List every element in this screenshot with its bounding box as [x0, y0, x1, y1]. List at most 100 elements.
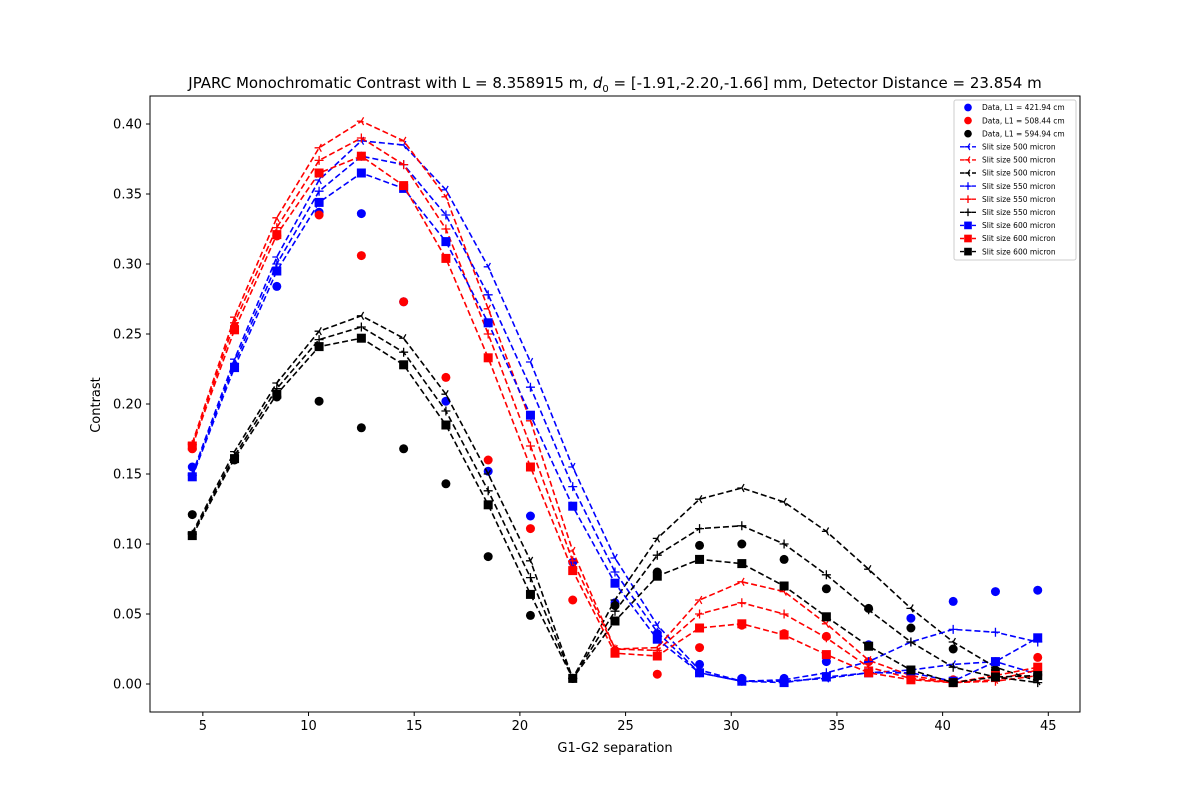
x-tick-label: 15 — [406, 719, 423, 734]
x-tick-label: 30 — [723, 719, 740, 734]
data-point — [483, 262, 491, 272]
x-tick-label: 45 — [1040, 719, 1057, 734]
data-point — [610, 567, 620, 577]
data-point — [779, 497, 787, 507]
data-point — [821, 570, 831, 580]
data-point — [568, 482, 578, 492]
legend-label: Slit size 550 micron — [982, 195, 1056, 204]
chart-title-suffix: = [-1.91,-2.20,-1.66] mm, Detector Dista… — [609, 74, 1042, 92]
data-point — [737, 559, 747, 569]
data-point — [906, 604, 914, 613]
data-point — [230, 325, 240, 335]
x-tick-label: 35 — [829, 719, 846, 734]
data-point — [399, 360, 409, 370]
legend-label: Slit size 500 micron — [982, 143, 1056, 152]
data-point — [441, 479, 451, 489]
data-point — [610, 606, 620, 616]
data-point — [356, 251, 366, 261]
data-point — [779, 609, 789, 619]
data-point — [652, 669, 662, 679]
data-point — [737, 539, 747, 549]
data-point — [610, 595, 618, 605]
data-point — [399, 136, 407, 146]
data-point — [441, 389, 449, 399]
data-point — [230, 363, 240, 373]
data-point — [272, 389, 282, 399]
y-axis-label: Contrast — [89, 377, 104, 433]
data-point — [906, 623, 916, 633]
data-point — [610, 578, 620, 588]
data-point — [356, 333, 366, 343]
legend-marker — [964, 234, 972, 243]
x-tick-label: 5 — [199, 719, 207, 734]
legend-marker — [964, 182, 972, 190]
data-point — [272, 252, 280, 262]
legend-marker — [964, 129, 972, 138]
data-point — [779, 678, 789, 688]
data-point — [441, 420, 451, 430]
data-point — [441, 253, 451, 263]
data-point — [356, 133, 366, 143]
y-tick-label: 0.05 — [113, 608, 142, 623]
data-point — [483, 290, 493, 300]
legend-marker — [964, 169, 971, 177]
legend-marker — [964, 221, 972, 230]
data-point — [356, 423, 366, 433]
data-point — [272, 266, 282, 276]
data-point — [399, 444, 409, 454]
data-point — [187, 510, 197, 520]
data-point — [272, 213, 280, 223]
data-point — [187, 531, 197, 541]
data-point — [864, 668, 874, 678]
data-point — [652, 550, 662, 560]
legend-marker — [964, 247, 972, 256]
data-point — [652, 534, 661, 543]
legend-frame — [953, 99, 1077, 261]
legend-label: Data, L1 = 508.44 cm — [982, 116, 1065, 125]
data-point — [568, 556, 578, 566]
data-point — [272, 281, 282, 291]
data-point — [483, 500, 493, 510]
legend-marker — [964, 116, 972, 125]
data-point — [737, 521, 747, 531]
data-point — [821, 633, 831, 643]
data-point — [568, 595, 578, 605]
data-point — [314, 326, 322, 336]
data-point — [990, 672, 1000, 682]
series-group — [187, 311, 1041, 686]
y-tick-label: 0.35 — [113, 188, 142, 203]
data-point — [314, 186, 324, 196]
data-point — [187, 441, 197, 451]
data-point — [1033, 662, 1043, 672]
data-point — [441, 210, 451, 220]
data-point — [990, 587, 1000, 597]
data-point — [568, 501, 578, 511]
data-point — [314, 210, 324, 220]
y-tick-label: 0.30 — [113, 258, 142, 273]
chart-title-subscript: 0 — [602, 84, 608, 95]
data-point — [990, 657, 1000, 667]
data-point — [568, 462, 576, 472]
data-point — [483, 329, 493, 339]
data-point — [779, 630, 789, 640]
legend-label: Data, L1 = 594.94 cm — [982, 129, 1065, 138]
data-point — [483, 486, 493, 496]
x-axis-label: G1-G2 separation — [557, 741, 672, 756]
data-point — [779, 581, 789, 591]
plot-frame — [149, 95, 1081, 713]
x-tick-label: 25 — [617, 719, 634, 734]
chart-title: JPARC Monochromatic Contrast with L = 8.… — [187, 74, 1041, 95]
legend-label: Slit size 600 micron — [982, 234, 1056, 243]
y-tick-label: 0.25 — [113, 328, 142, 343]
x-axis: 5 10 15 20 25 30 35 40 45 — [199, 712, 1057, 734]
data-point — [948, 644, 958, 654]
data-point — [483, 318, 493, 328]
x-tick-label: 20 — [512, 719, 529, 734]
data-point — [821, 612, 831, 622]
data-point — [821, 650, 831, 660]
legend-label: Slit size 500 micron — [982, 156, 1056, 165]
data-point — [441, 192, 449, 202]
data-point — [356, 311, 365, 321]
data-point — [399, 347, 409, 357]
data-point — [610, 553, 618, 563]
